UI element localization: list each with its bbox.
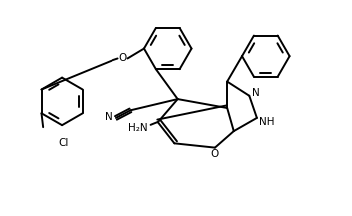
- Text: O: O: [210, 149, 219, 159]
- Text: Cl: Cl: [58, 138, 69, 148]
- Text: NH: NH: [258, 117, 274, 127]
- Text: N: N: [105, 112, 113, 122]
- Text: N: N: [252, 88, 260, 98]
- Text: H₂N: H₂N: [127, 123, 147, 133]
- Text: O: O: [118, 54, 127, 64]
